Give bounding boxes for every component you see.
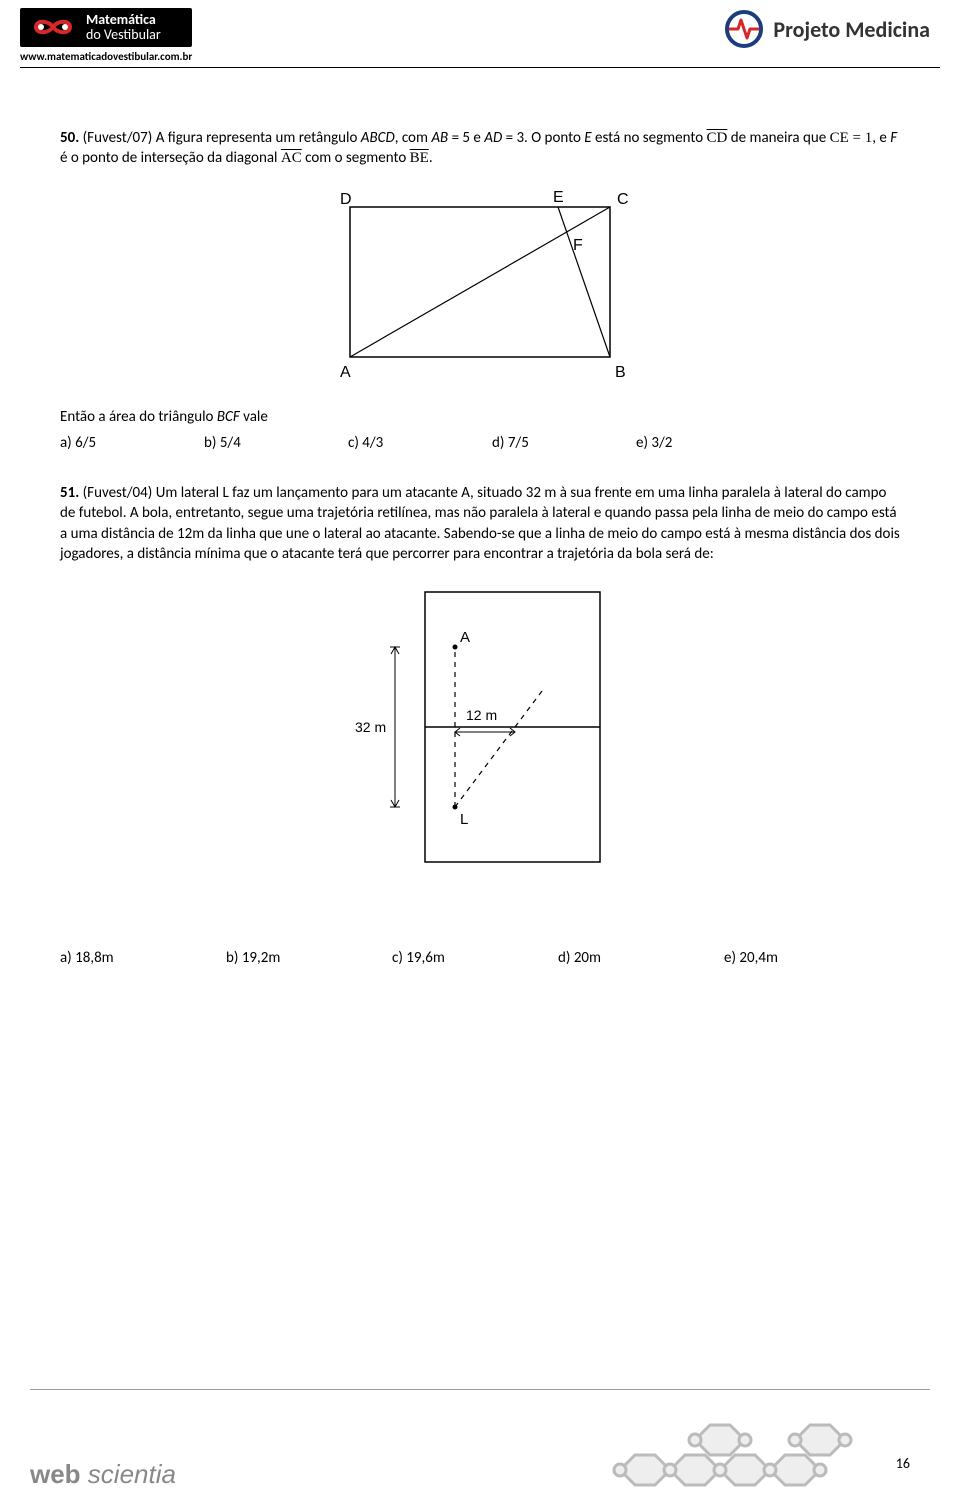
page-content: 50. (Fuvest/07) A figura representa um r… xyxy=(0,68,960,969)
page-header: Matemática do Vestibular www.matematicad… xyxy=(0,0,960,65)
q50-t5: está no segmento xyxy=(592,129,707,147)
q50-be: BE xyxy=(410,150,429,166)
q50-opt-b: b) 5/4 xyxy=(204,433,348,453)
q50-f: F xyxy=(890,129,897,147)
q50-options: a) 6/5 b) 5/4 c) 4/3 d) 7/5 e) 3/2 xyxy=(60,433,780,453)
q51-label-L: L xyxy=(460,811,468,828)
q50-t2: , com xyxy=(395,129,432,147)
q51-body: Um lateral L faz um lançamento para um a… xyxy=(60,484,900,563)
medicine-pulse-icon xyxy=(723,8,765,50)
q50-t10: . xyxy=(429,149,433,167)
q50-ai2: vale xyxy=(240,408,268,426)
q51-opt-e: e) 20,4m xyxy=(724,948,890,968)
q50-label-F: F xyxy=(573,237,583,254)
q50-cd: CD xyxy=(707,130,728,146)
q50-opt-d: d) 7/5 xyxy=(492,433,636,453)
infinity-icon xyxy=(28,14,78,40)
q51-number: 51. xyxy=(60,484,79,502)
brand-scientia: scientia xyxy=(81,1459,176,1489)
q51-opt-c: c) 19,6m xyxy=(392,948,558,968)
q51-opt-b: b) 19,2m xyxy=(226,948,392,968)
q50-ce: CE = 1 xyxy=(830,130,873,146)
q51-figure: A L 12 m 32 m xyxy=(60,582,900,888)
q50-abcd: ABCD xyxy=(361,129,395,147)
brand-web: web xyxy=(30,1459,81,1489)
q50-t4: = 3. O ponto xyxy=(502,129,584,147)
logo-left-block: Matemática do Vestibular www.matematicad… xyxy=(20,8,192,63)
molecule-icon xyxy=(580,1400,900,1490)
q51-source: (Fuvest/04) xyxy=(83,484,153,502)
projeto-medicina-label: Projeto Medicina xyxy=(773,16,930,43)
q50-t6: de maneira que xyxy=(727,129,829,147)
q50-e: E xyxy=(584,129,591,147)
q51-opt-d: d) 20m xyxy=(558,948,724,968)
q50-answer-intro: Então a área do triângulo BCF vale xyxy=(60,407,900,427)
logo-left-text: Matemática do Vestibular xyxy=(86,12,161,43)
q50-t7: , e xyxy=(872,129,890,147)
q50-bcf: BCF xyxy=(217,408,240,426)
q51-opt-a: a) 18,8m xyxy=(60,948,226,968)
q50-svg: D E C F A B xyxy=(305,182,655,392)
logo-line1: Matemática xyxy=(86,12,161,27)
q50-opt-c: c) 4/3 xyxy=(348,433,492,453)
q50-t3: = 5 e xyxy=(448,129,484,147)
q50-ac: AC xyxy=(281,150,302,166)
q50-t8: é o ponto de interseção da diagonal xyxy=(60,149,281,167)
q50-label-B: B xyxy=(615,364,626,381)
q50-t1: A figura representa um retângulo xyxy=(152,129,360,147)
q50-label-D: D xyxy=(340,191,352,208)
q50-label-C: C xyxy=(617,191,629,208)
q50-label-A: A xyxy=(340,364,351,381)
q50-text: 50. (Fuvest/07) A figura representa um r… xyxy=(60,128,900,169)
q50-ai1: Então a área do triângulo xyxy=(60,408,217,426)
q51-label-12m: 12 m xyxy=(466,707,497,723)
page-number: 16 xyxy=(896,1455,910,1472)
q50-opt-e: e) 3/2 xyxy=(636,433,780,453)
q50-ab: AB xyxy=(431,129,448,147)
site-url: www.matematicadovestibular.com.br xyxy=(20,50,192,63)
web-scientia-brand: web scientia xyxy=(30,1459,176,1490)
q50-ad: AD xyxy=(484,129,502,147)
logo-left-box: Matemática do Vestibular xyxy=(20,8,192,47)
q51-svg: A L 12 m 32 m xyxy=(340,582,620,882)
q50-number: 50. xyxy=(60,129,79,147)
page-footer: web scientia 16 xyxy=(0,1389,960,1509)
q51-label-32m: 32 m xyxy=(355,719,386,735)
q50-opt-a: a) 6/5 xyxy=(60,433,204,453)
q51-label-A: A xyxy=(460,629,470,646)
q51-options: a) 18,8m b) 19,2m c) 19,6m d) 20m e) 20,… xyxy=(60,948,890,968)
q51-text: 51. (Fuvest/04) Um lateral L faz um lanç… xyxy=(60,483,900,564)
logo-right-block: Projeto Medicina xyxy=(723,8,930,50)
q50-source: (Fuvest/07) xyxy=(83,129,153,147)
q50-figure: D E C F A B xyxy=(60,182,900,398)
q50-label-E: E xyxy=(553,189,564,206)
q50-t9: com o segmento xyxy=(302,149,410,167)
logo-line2: do Vestibular xyxy=(86,27,161,42)
